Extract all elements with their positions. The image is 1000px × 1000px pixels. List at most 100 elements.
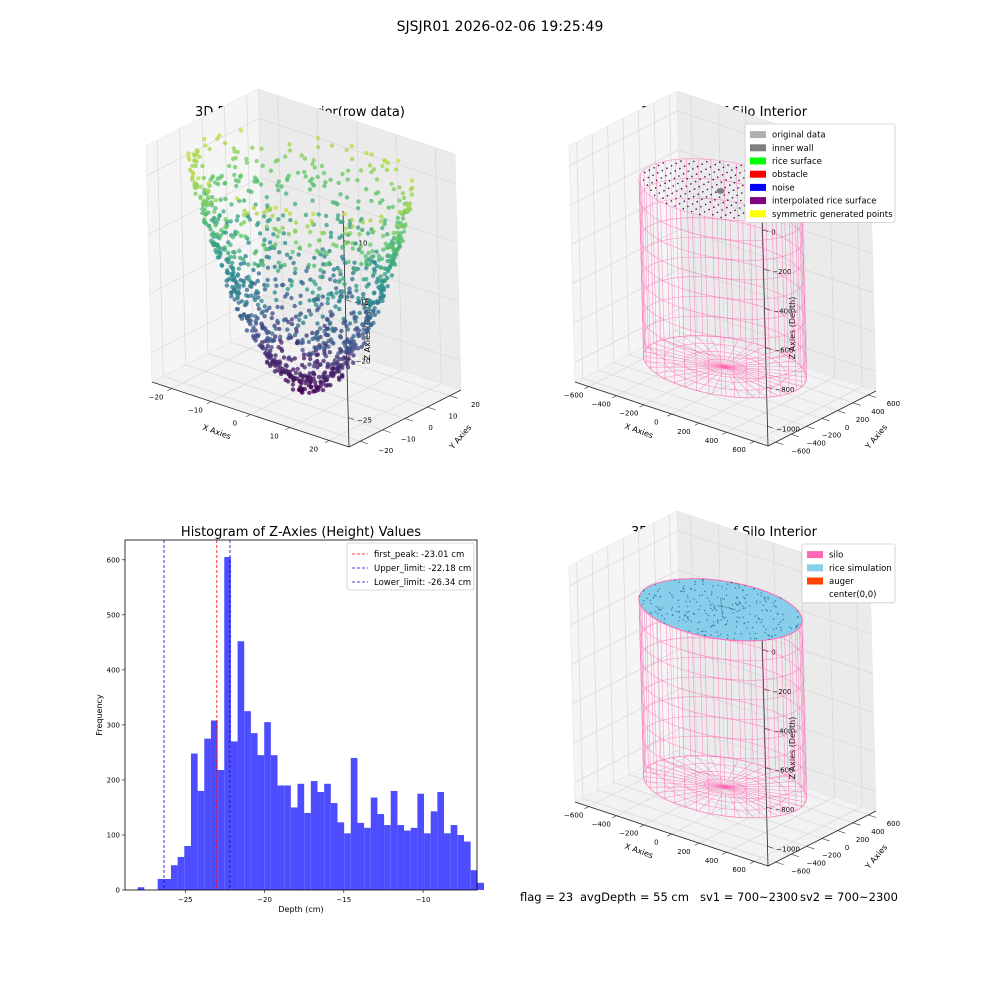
rice-point (653, 594, 656, 596)
scatter-point (337, 377, 342, 382)
rice-surface (638, 578, 803, 642)
scatter-point (234, 218, 240, 223)
scatter-point (223, 217, 228, 222)
scatter-point (338, 272, 343, 277)
silo-wall-ring (641, 696, 806, 760)
gridline (622, 538, 823, 839)
interpolated-point (674, 170, 677, 172)
scatter-point (368, 255, 374, 260)
rice-point (722, 615, 724, 618)
rice-point (742, 605, 744, 607)
scatter-point (391, 187, 397, 192)
legend-label: center(0,0) (829, 590, 877, 600)
scatter-point (246, 240, 251, 245)
interpolated-point (709, 166, 712, 168)
scatter-point (236, 266, 241, 271)
y-tick-mark (382, 429, 391, 433)
scatter-point (290, 382, 296, 387)
scatter-point (201, 175, 206, 181)
rice-point (766, 610, 768, 612)
scatter-point (238, 128, 244, 133)
rice-point (688, 630, 690, 632)
scatter-point (301, 352, 307, 357)
rice-point (711, 591, 713, 593)
y-tick-label: 200 (107, 776, 120, 784)
z-tick-label: −600 (774, 767, 793, 775)
scatter-point (399, 223, 405, 228)
rice-point (675, 610, 677, 612)
scatter-point (202, 207, 207, 212)
histogram-bar (250, 733, 258, 890)
interpolated-point (703, 183, 705, 186)
rice-point (735, 597, 738, 599)
scatter-point (279, 348, 285, 353)
scatter-point (341, 316, 346, 322)
rice-point (757, 593, 759, 596)
rice-point (796, 610, 799, 613)
z-tick-label: −200 (772, 688, 791, 696)
scatter-point (320, 294, 326, 299)
rice-point (731, 608, 734, 610)
scatter-point (334, 290, 339, 296)
scatter-point (258, 182, 264, 187)
scatter-point (268, 206, 273, 211)
scatter-point (214, 232, 220, 237)
scatter-point (275, 268, 281, 273)
interpolated-point (684, 193, 687, 195)
scatter-point (292, 270, 298, 276)
scatter-point (391, 261, 397, 266)
scatter-point (265, 360, 270, 365)
scatter-point (380, 225, 385, 231)
scatter-point (285, 286, 290, 292)
interpolated-point (660, 177, 663, 179)
interpolated-point (714, 163, 716, 166)
scatter-point (244, 328, 250, 333)
scatter-point (280, 213, 286, 218)
rice-point (725, 594, 728, 596)
x-tick-mark (324, 440, 330, 444)
scatter-point (235, 273, 240, 278)
rice-point (736, 596, 739, 598)
gridline (638, 110, 838, 411)
legend-label: obstacle (772, 170, 808, 180)
z-tick-label: −1000 (776, 845, 800, 853)
scatter-point (256, 271, 262, 276)
scatter-point (359, 250, 365, 255)
interpolated-point (738, 179, 740, 182)
scatter-point (242, 208, 247, 213)
rice-point (726, 620, 728, 622)
z-tick-label: 0 (771, 229, 775, 237)
rice-point (671, 607, 673, 609)
interpolated-point (731, 169, 733, 171)
rice-point (774, 600, 777, 602)
scatter-point (371, 320, 376, 326)
scatter-point (401, 229, 407, 234)
scatter-point (294, 326, 299, 331)
scatter-point (337, 306, 342, 312)
interpolated-point (731, 196, 734, 199)
scatter-point (321, 340, 326, 346)
z-axis-line (761, 629, 769, 867)
scatter-point (409, 178, 415, 183)
rice-point (743, 623, 745, 625)
rice-point (670, 608, 673, 611)
scatter-point (223, 196, 228, 202)
scatter-point (249, 313, 254, 318)
scatter-point (286, 173, 291, 178)
scatter-point (344, 147, 349, 153)
legend-label: first_peak: -23.01 cm (374, 550, 464, 560)
x-axis-label: X Axies (624, 422, 655, 441)
rice-point (724, 624, 727, 626)
scatter-point (230, 267, 236, 272)
scatter-point (379, 289, 384, 295)
interpolated-point (688, 163, 690, 165)
scatter-point (361, 331, 366, 336)
scatter-point (319, 163, 325, 169)
scatter-point (365, 320, 371, 325)
scatter-point (336, 351, 341, 356)
scatter-point (315, 365, 320, 370)
rice-point (727, 583, 729, 585)
rice-point (738, 584, 740, 586)
scatter-point (215, 176, 221, 181)
scatter-point (293, 240, 299, 245)
